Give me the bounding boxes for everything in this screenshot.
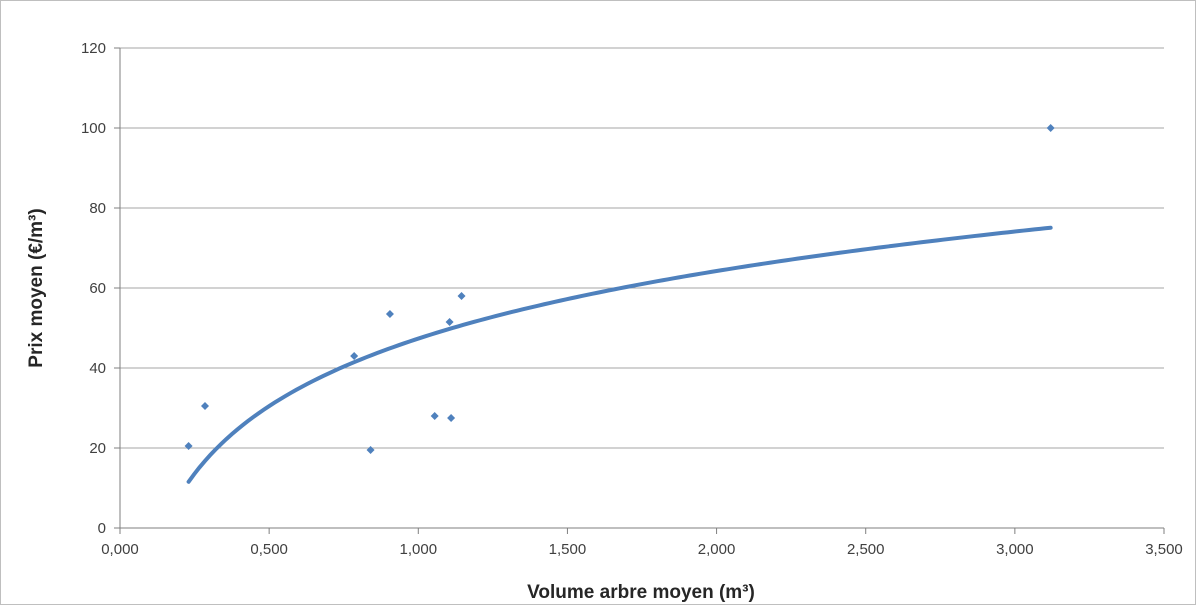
y-tick-label: 40 bbox=[89, 360, 106, 377]
x-tick-label: 2,000 bbox=[698, 541, 736, 558]
y-tick-label: 80 bbox=[89, 200, 106, 217]
y-tick-label: 20 bbox=[89, 440, 106, 457]
y-tick-label: 100 bbox=[81, 120, 106, 137]
x-tick-label: 3,500 bbox=[1145, 541, 1183, 558]
grid-lines bbox=[120, 47, 1164, 449]
data-point bbox=[445, 318, 454, 326]
data-points bbox=[184, 124, 1055, 454]
axes bbox=[114, 47, 1165, 534]
data-point bbox=[184, 442, 193, 450]
x-tick-label: 1,500 bbox=[549, 541, 587, 558]
data-point bbox=[457, 292, 466, 300]
x-tick-label: 1,000 bbox=[400, 541, 438, 558]
x-axis-title: Volume arbre moyen (m³) bbox=[527, 582, 755, 603]
y-axis-title: Prix moyen (€/m³) bbox=[26, 208, 47, 367]
data-point bbox=[1046, 124, 1055, 132]
y-tick-label: 60 bbox=[89, 280, 106, 297]
data-point bbox=[350, 352, 359, 360]
data-point bbox=[366, 446, 375, 454]
y-tick-label: 120 bbox=[81, 40, 106, 57]
trendline bbox=[186, 225, 1053, 484]
x-tick-label: 0,000 bbox=[101, 541, 139, 558]
data-point bbox=[447, 414, 456, 422]
data-point bbox=[385, 310, 394, 318]
y-tick-label: 0 bbox=[98, 520, 106, 537]
x-tick-label: 3,000 bbox=[996, 541, 1034, 558]
trendline-group bbox=[186, 225, 1053, 484]
data-point bbox=[430, 412, 439, 420]
x-tick-label: 0,500 bbox=[250, 541, 288, 558]
y-tick-labels: 0 20 40 60 80 100 120 bbox=[81, 40, 106, 537]
x-tick-labels: 0,000 0,500 1,000 1,500 2,000 2,500 3,000 3,500 bbox=[101, 541, 1183, 558]
data-point bbox=[201, 402, 210, 410]
x-tick-label: 2,500 bbox=[847, 541, 885, 558]
